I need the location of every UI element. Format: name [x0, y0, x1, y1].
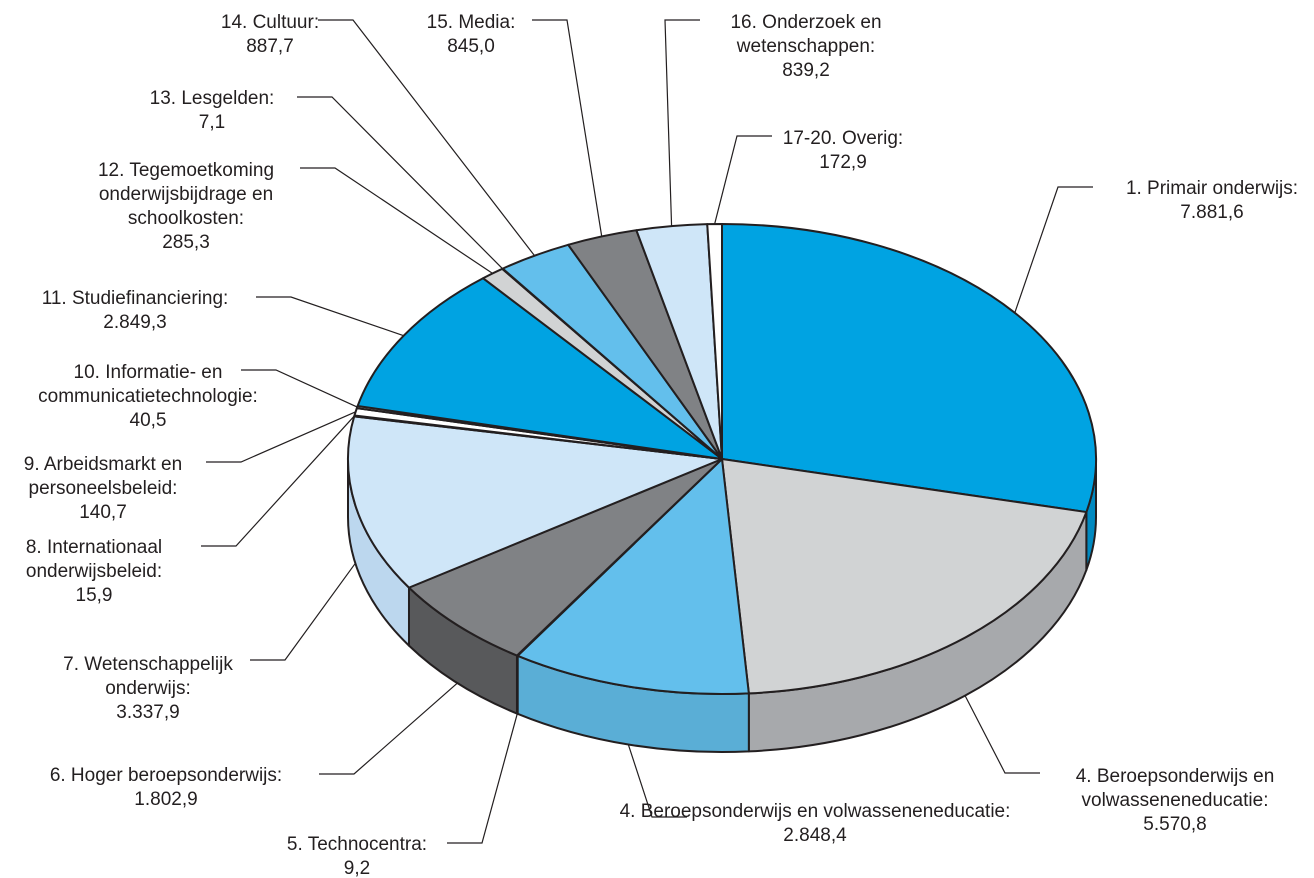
leader-line-10	[256, 296, 404, 337]
leader-line-1	[1014, 186, 1093, 313]
leader-line-9	[241, 369, 358, 408]
slice-label-text: 4. Beroepsonderwijs en	[1076, 766, 1275, 787]
slice-label-text: 7. Wetenschappelijk	[63, 654, 233, 675]
leader-line-8	[206, 411, 356, 463]
leader-line-16	[714, 135, 772, 225]
slice-label-text: onderwijsbeleid:	[26, 561, 162, 582]
slice-value: 7.881,6	[1180, 202, 1243, 223]
slice-label-9: 10. Informatie- en communicatietechnologi…	[38, 362, 258, 431]
slice-label-text: 4. Beroepsonderwijs en volwasseneneducat…	[620, 801, 1011, 822]
slice-value: 5.570,8	[1143, 814, 1206, 835]
pie-slices	[347, 223, 1097, 695]
slice-value: 1.802,9	[134, 789, 197, 810]
slice-label-10: 11. Studiefinanciering: 2.849,3	[42, 288, 229, 333]
leader-line-15	[664, 19, 700, 227]
slice-value: 7,1	[199, 112, 225, 133]
slice-label-text: personeelsbeleid:	[29, 478, 178, 499]
slice-value: 285,3	[162, 232, 210, 253]
slice-label-text: communicatietechnologie:	[38, 386, 258, 407]
slice-label-14: 15. Media: 845,0	[427, 12, 516, 57]
slice-label-text: schoolkosten:	[128, 208, 244, 229]
slice-label-text: 5. Technocentra:	[287, 834, 427, 855]
leader-line-11	[300, 167, 493, 274]
slice-value: 2.848,4	[783, 825, 847, 846]
leader-line-4	[447, 713, 518, 844]
pie-slice-5	[407, 458, 723, 657]
slice-label-8: 9. Arbeidsmarkt en personeelsbeleid: 140,7	[24, 454, 182, 523]
slice-label-text: 8. Internationaal	[26, 537, 162, 558]
slice-label-text: 12. Tegemoetkoming	[98, 160, 274, 181]
slice-labels: 1. Primair onderwijs: 7.881,6 4. Beroepson…	[24, 12, 1298, 878]
slice-label-text: 14. Cultuur:	[221, 12, 319, 33]
slice-label-15: 16. Onderzoek en wetenschappen: 839,2	[730, 12, 881, 81]
slice-label-text: 17-20. Overig:	[783, 128, 903, 149]
slice-value: 15,9	[76, 585, 113, 606]
slice-value: 172,9	[819, 152, 867, 173]
slice-label-text: 11. Studiefinanciering:	[42, 288, 229, 309]
slice-label-text: onderwijsbijdrage en	[99, 184, 273, 205]
slice-value: 845,0	[447, 36, 495, 57]
slice-label-2: 4. Beroepsonderwijs en volwasseneneducati…	[1076, 766, 1275, 835]
slice-label-7: 8. Internationaal onderwijsbeleid: 15,9	[26, 537, 162, 606]
slice-label-text: 1. Primair onderwijs:	[1126, 178, 1298, 199]
leader-lines	[201, 19, 1093, 844]
slice-label-6: 7. Wetenschappelijk onderwijs: 3.337,9	[63, 654, 233, 723]
slice-label-text: 10. Informatie- en	[74, 362, 223, 383]
pie-slice-2	[721, 458, 1088, 695]
slice-value: 839,2	[782, 60, 830, 81]
pie-slice-6	[347, 415, 723, 589]
pie-slice-16	[706, 223, 723, 460]
slice-label-1: 1. Primair onderwijs: 7.881,6	[1126, 178, 1298, 223]
pie-slice-1	[721, 223, 1097, 514]
slice-label-5: 6. Hoger beroepsonderwijs: 1.802,9	[50, 765, 282, 810]
leader-line-6	[250, 562, 356, 661]
slice-label-text: 6. Hoger beroepsonderwijs:	[50, 765, 282, 786]
leader-line-12	[297, 96, 503, 270]
slice-label-12: 13. Lesgelden: 7,1	[150, 88, 275, 133]
slice-label-text: wetenschappen:	[736, 36, 875, 57]
leader-line-13	[318, 19, 536, 257]
slice-label-text: 16. Onderzoek en	[730, 12, 881, 33]
slice-label-4: 5. Technocentra: 9,2	[287, 834, 427, 878]
slice-value: 3.337,9	[116, 702, 179, 723]
slice-label-16: 17-20. Overig: 172,9	[783, 128, 903, 173]
slice-label-text: volwasseneneducatie:	[1082, 790, 1269, 811]
leader-line-2	[964, 695, 1040, 774]
slice-label-11: 12. Tegemoetkoming onderwijsbijdrage en sc…	[98, 160, 274, 253]
slice-value: 2.849,3	[103, 312, 166, 333]
leader-line-5	[319, 682, 458, 775]
slice-value: 887,7	[246, 36, 294, 57]
leader-line-7	[201, 415, 355, 547]
slice-value: 9,2	[344, 858, 370, 878]
slice-label-13: 14. Cultuur: 887,7	[221, 12, 319, 57]
leader-line-14	[532, 19, 603, 237]
pie-slice-3	[516, 458, 750, 695]
slice-label-3: 4. Beroepsonderwijs en volwasseneneducat…	[620, 801, 1011, 846]
slice-label-text: 13. Lesgelden:	[150, 88, 275, 109]
slice-label-text: onderwijs:	[105, 678, 191, 699]
slice-label-text: 9. Arbeidsmarkt en	[24, 454, 182, 475]
slice-value: 40,5	[130, 410, 167, 431]
slice-label-text: 15. Media:	[427, 12, 516, 33]
slice-value: 140,7	[79, 502, 127, 523]
leader-line-3	[627, 744, 687, 818]
